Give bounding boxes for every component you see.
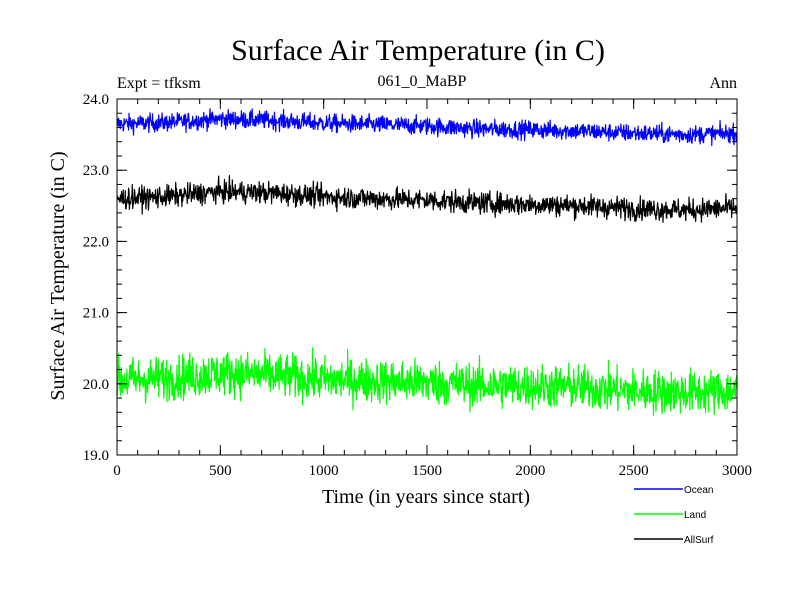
series-line-allsurf [116,174,738,223]
series-line-land [116,347,738,416]
x-tick-label: 0 [113,463,121,479]
x-tick-label: 2000 [515,463,545,479]
y-axis-title: Surface Air Temperature (in C) [47,151,69,400]
legend-label-allsurf: AllSurf [684,535,714,546]
x-axis-title: Time (in years since start) [322,486,530,508]
series-layer [116,108,738,416]
y-tick-label: 21.0 [83,306,109,322]
axes-layer: 0 500 1000 1500 2000 2500 3000 19.0 20.0 21.0 22.0… [83,92,752,479]
chart-title: Surface Air Temperature (in C) [231,34,605,67]
legend-label-land: Land [684,510,706,521]
experiment-label: Expt = tfksm [117,75,201,92]
season-label: Ann [709,75,737,92]
y-tick-label: 24.0 [83,92,109,108]
y-tick-label: 22.0 [83,234,109,250]
y-tick-label: 19.0 [83,448,109,464]
x-tick-label: 3000 [722,463,752,479]
y-tick-label: 20.0 [83,377,109,393]
x-tick-label: 1500 [412,463,442,479]
x-tick-label: 2500 [619,463,649,479]
period-label: 061_0_MaBP [378,73,467,90]
x-tick-label: 1000 [309,463,339,479]
y-tick-label: 23.0 [83,163,109,179]
legend-label-ocean: Ocean [684,485,713,496]
series-line-ocean [116,108,738,147]
x-tick-label: 500 [209,463,232,479]
legend: Ocean Land AllSurf [634,485,714,546]
